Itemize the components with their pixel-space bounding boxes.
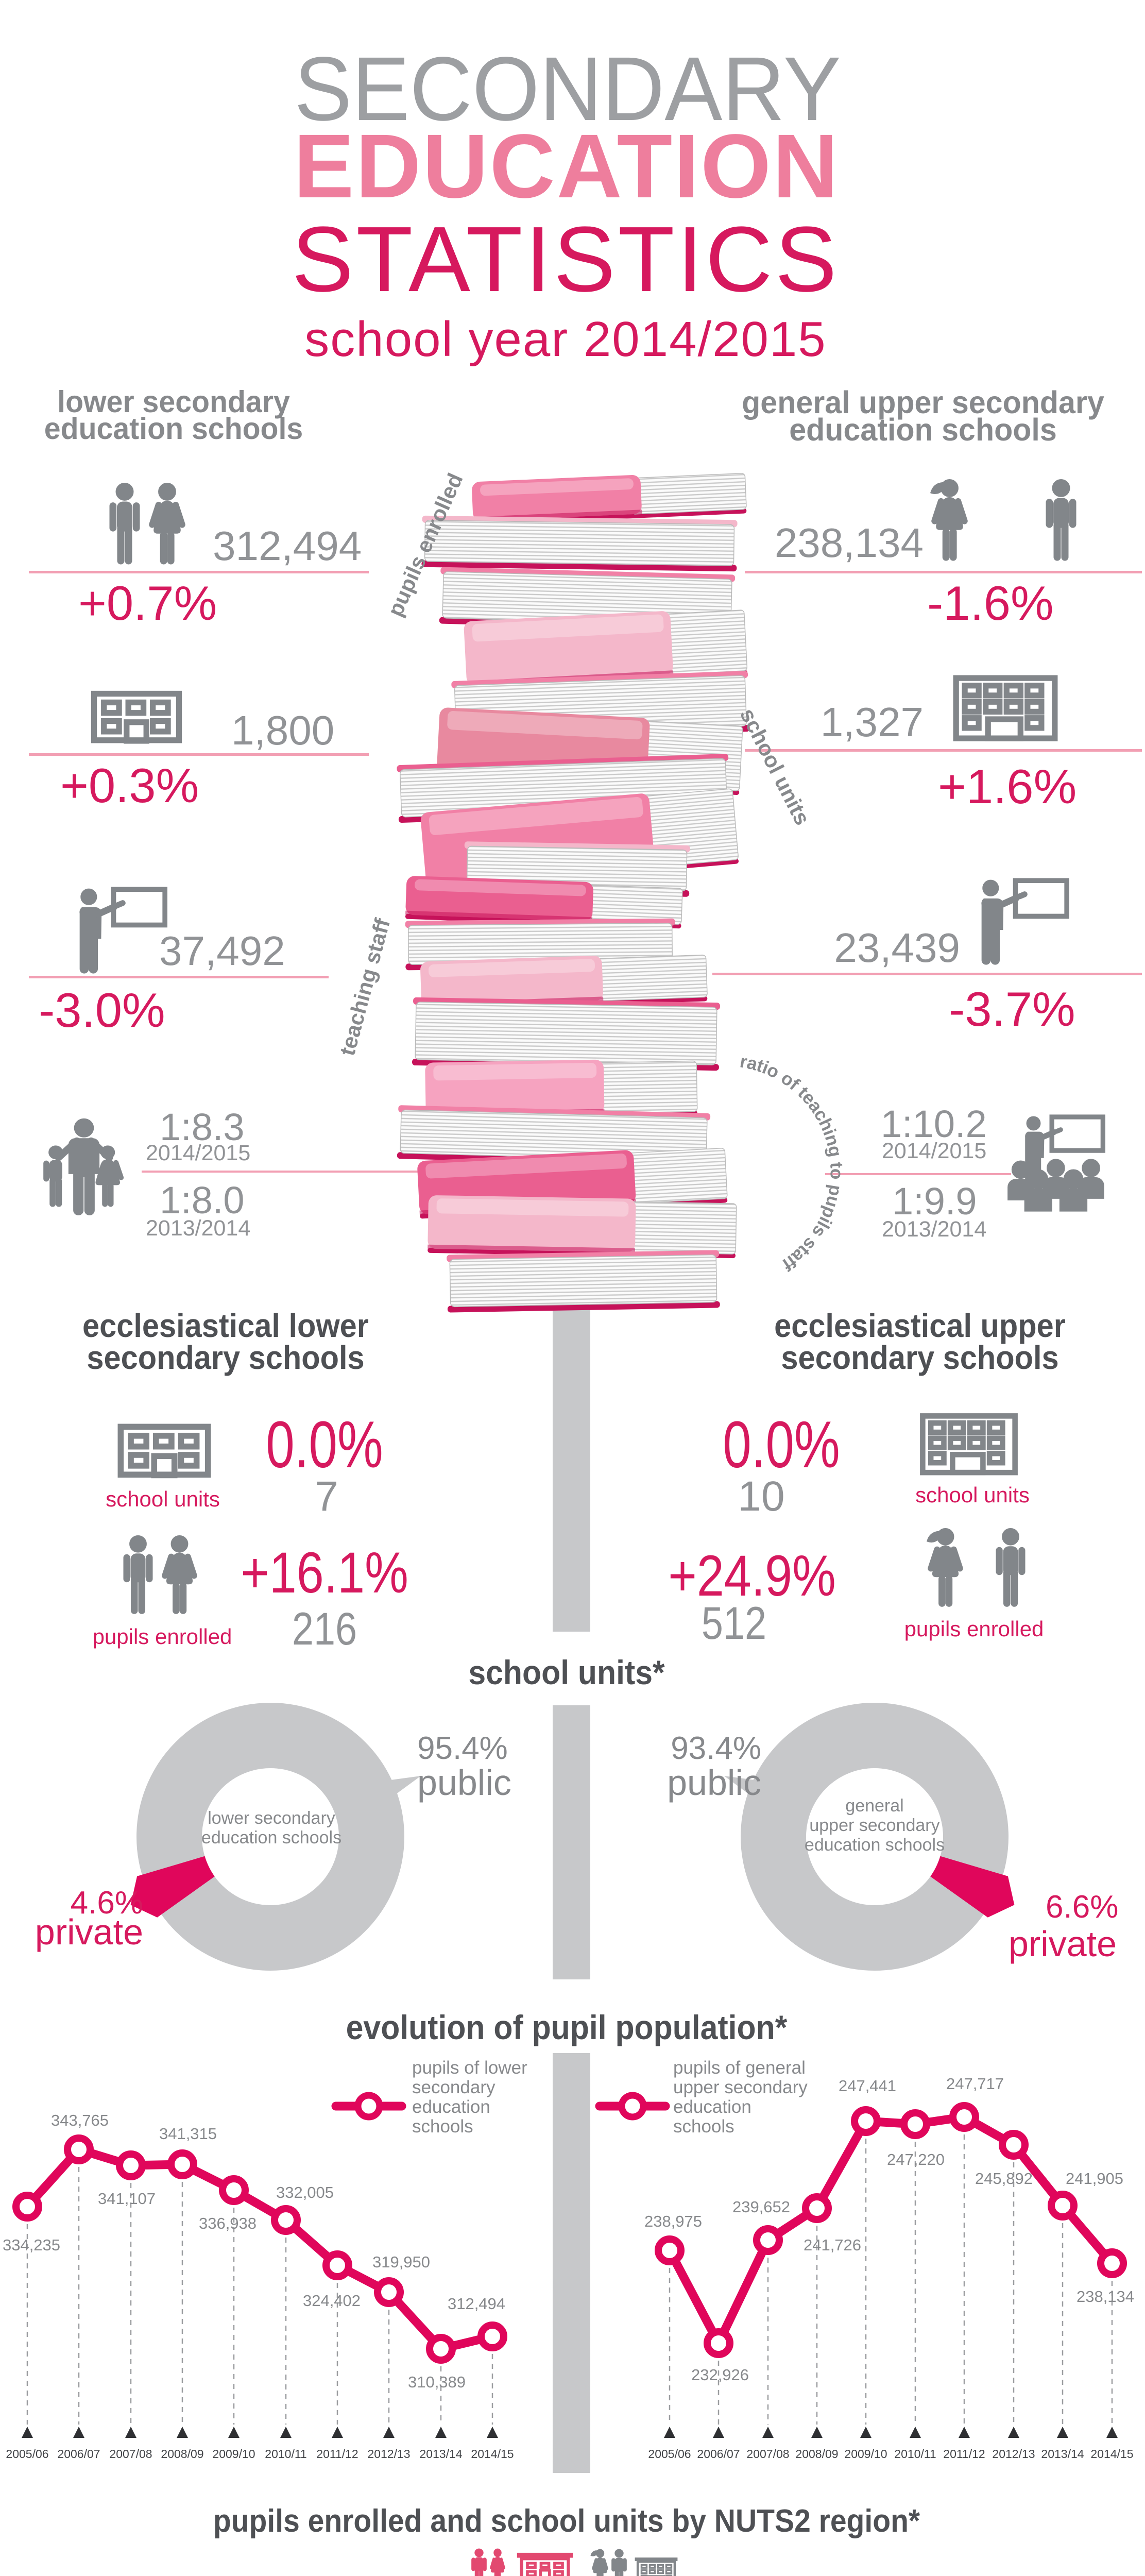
svg-text:ratio of teaching to pupils st: ratio of teaching to pupils staff	[739, 1051, 847, 1275]
